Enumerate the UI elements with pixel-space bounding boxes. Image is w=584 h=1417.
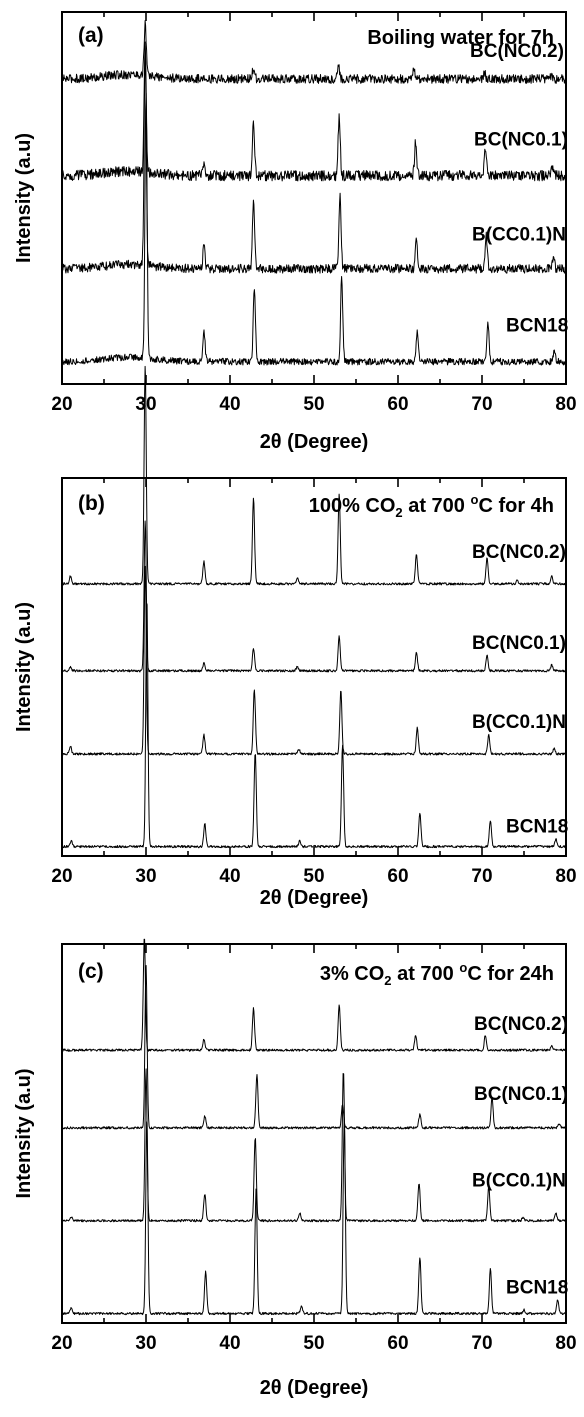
series-label: BC(NC0.1) [474,130,568,151]
y-axis-title: Intensity (a.u) [13,1068,35,1198]
panel-b: 20 30 40 50 60 70 80 2θ (Degree) Intensity (a.u)… [13,365,577,909]
plot-frame [61,11,567,385]
x-tick-label: 60 [387,1333,408,1354]
x-tick-label: 30 [135,1333,156,1354]
x-tick-label: 70 [471,866,492,887]
x-tick-label: 50 [303,394,324,415]
series-label: BC(NC0.2) [472,542,566,563]
series-label: BCN18 [506,1278,568,1299]
x-tick-label: 20 [51,1333,72,1354]
panel-condition: Boiling water for 7h [367,27,554,49]
x-tick-label: 80 [555,866,576,887]
y-axis-title: Intensity (a.u) [13,602,35,732]
plot-frame [61,477,567,857]
series-label: B(CC0.1)N [472,1171,566,1192]
panel-condition: 3% CO2 at 700 oC for 24h [320,960,554,988]
panel-tag: (a) [78,24,104,47]
x-tick-label: 30 [135,866,156,887]
x-tick-label: 40 [219,866,240,887]
series-label: BCN18 [506,316,568,337]
series-trace-BCN18 [62,92,566,366]
x-tick-label: 80 [555,1333,576,1354]
x-tick-label: 50 [303,866,324,887]
x-tick-label: 70 [471,1333,492,1354]
series-label: B(CC0.1)N [472,712,566,733]
series-label: BCN18 [506,817,568,838]
x-tick-label: 80 [555,394,576,415]
panel-condition: 100% CO2 at 700 oC for 4h [309,492,554,520]
x-axis-title: 2θ (Degree) [260,887,369,909]
x-tick-label: 20 [51,866,72,887]
series-trace-BC(NC0.1) [61,520,566,673]
x-tick-label: 40 [219,1333,240,1354]
series-label: BC(NC0.2) [470,41,564,62]
x-tick-label: 60 [387,394,408,415]
y-axis-title: Intensity (a.u) [13,133,35,263]
x-tick-label: 40 [219,394,240,415]
panel-tag: (b) [78,492,105,515]
series-trace-BC(NC0.2) [61,365,566,586]
series-trace-BC(NC0.2) [62,20,566,84]
series-trace-BC(NC0.2) [61,938,566,1052]
series-trace-BC(NC0.1) [62,965,566,1130]
panel-tag: (c) [78,960,104,983]
x-tick-label: 60 [387,866,408,887]
x-axis-title: 2θ (Degree) [260,1377,369,1399]
series-label: B(CC0.1)N [472,225,566,246]
series-trace-BC(NC0.1) [61,41,566,182]
x-tick-label: 20 [51,394,72,415]
series-trace-BCN18 [61,1117,566,1316]
x-tick-label: 70 [471,394,492,415]
x-axis-title: 2θ (Degree) [260,431,369,453]
x-tick-label: 50 [303,1333,324,1354]
plot-frame [61,943,567,1324]
panel-c: 20 30 40 50 60 70 80 2θ (Degree) Intensity (a.u)… [13,938,577,1399]
series-label: BC(NC0.2) [474,1014,568,1035]
series-trace-BCN18 [61,602,566,849]
series-label: BC(NC0.1) [472,633,566,654]
series-trace-B(CC0.1)N [61,1068,566,1223]
series-label: BC(NC0.1) [474,1084,568,1105]
